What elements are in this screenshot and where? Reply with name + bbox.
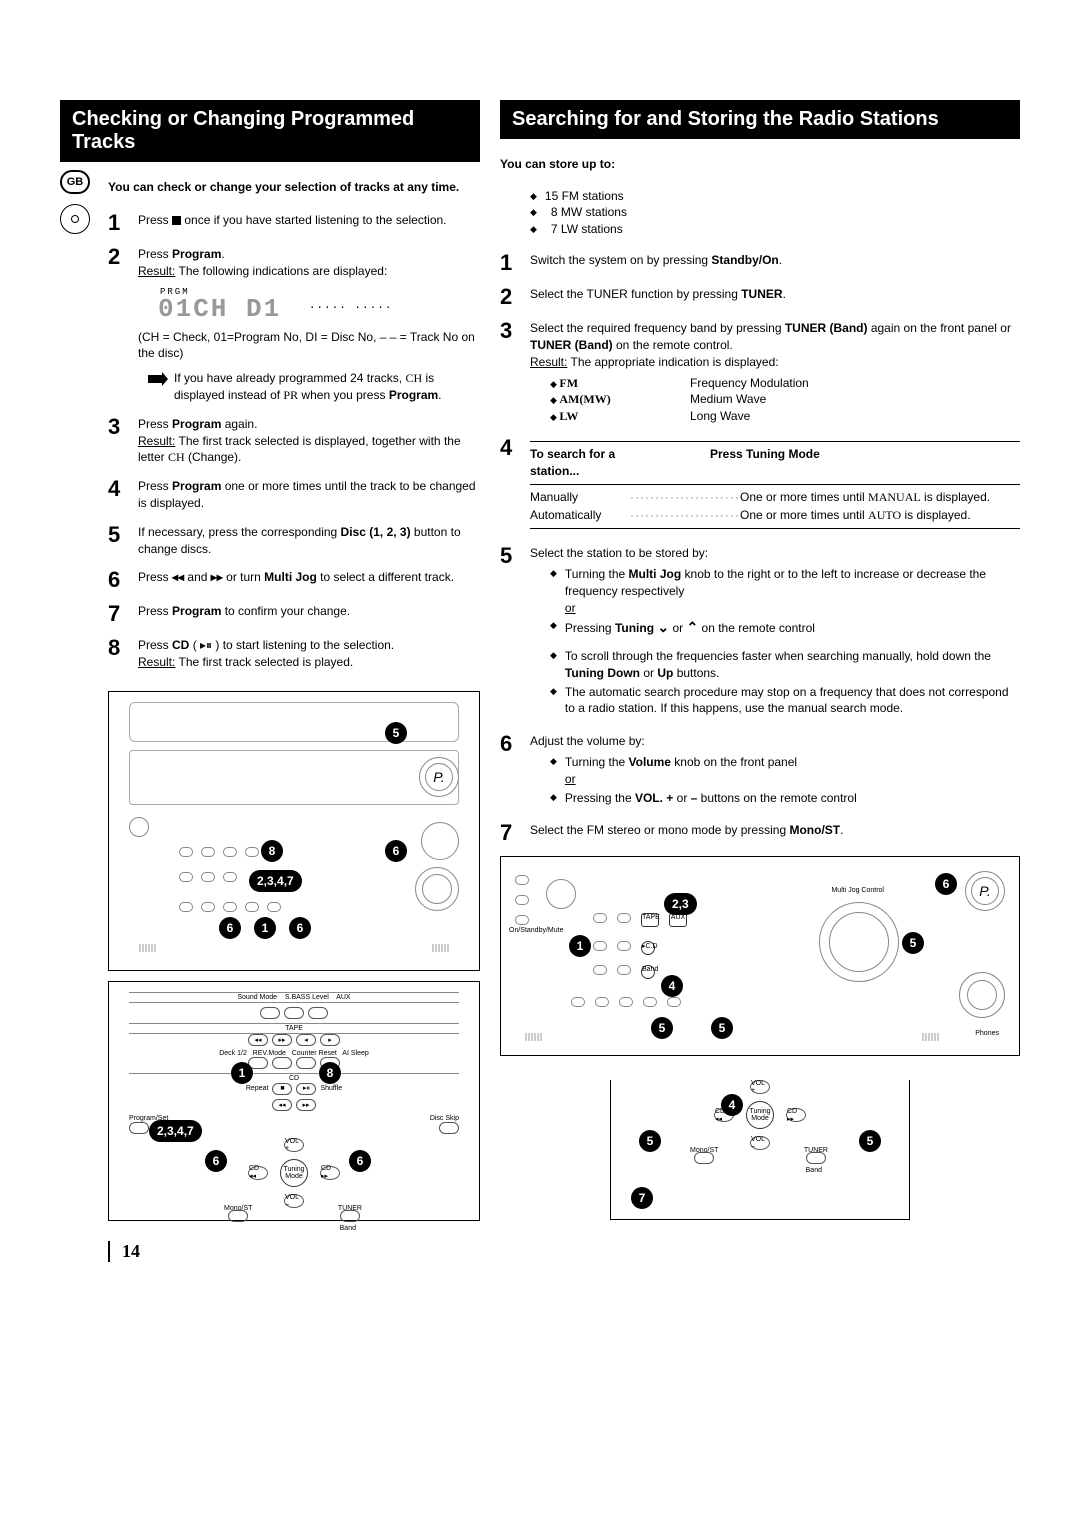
gb-badge: GB [60, 170, 90, 194]
callout: 6 [935, 873, 957, 895]
step-number: 3 [108, 416, 138, 438]
callout: 1 [569, 935, 591, 957]
callout: 5 [859, 1130, 881, 1152]
right-step-1: 1 Switch the system on by pressing Stand… [500, 252, 1020, 274]
callout: 8 [319, 1062, 341, 1084]
right-step-4: 4 To search for astation... Press Tuning… [500, 437, 1020, 533]
left-step-8: 8 Press CD ( ▸⏸ ) to start listening to … [108, 637, 480, 671]
store-item: 15 FM stations [530, 189, 1020, 203]
store-item: 8 MW stations [530, 205, 1020, 219]
frequency-table: FMFrequency Modulation AM(MW)Medium Wave… [530, 375, 1020, 425]
right-remote-illustration: VOL + VOL – CD ◂◂ CD ▸▸ TuningMode Mono/… [610, 1080, 910, 1220]
step-number: 7 [108, 603, 138, 625]
step-number: 4 [108, 478, 138, 500]
right-device-illustration: On/Standby/Mute P. Multi Jog Control Pho… [500, 856, 1020, 1056]
skip-back-icon: ◂◂ [172, 570, 184, 584]
left-section-title: Checking or Changing Programmed Tracks [60, 100, 480, 162]
store-item: 7 LW stations [530, 222, 1020, 236]
step-number: 8 [108, 637, 138, 659]
callout: 5 [902, 932, 924, 954]
callout: 1 [254, 917, 276, 939]
callout: 7 [631, 1187, 653, 1209]
left-intro: You can check or change your selection o… [108, 180, 480, 194]
right-step-5: 5 Select the station to be stored by: Tu… [500, 545, 1020, 721]
search-row: Automatically ························· … [530, 507, 1020, 524]
left-step-4: 4 Press Program one or more times until … [108, 478, 480, 512]
callout: 5 [639, 1130, 661, 1152]
chevron-up-icon: ⌃ [686, 619, 698, 635]
callout: 5 [711, 1017, 733, 1039]
callout: 4 [661, 975, 683, 997]
left-step-7: 7 Press Program to confirm your change. [108, 603, 480, 625]
right-step-2: 2 Select the TUNER function by pressing … [500, 286, 1020, 308]
callout: 5 [385, 722, 407, 744]
result-label: Result: [138, 434, 175, 448]
step-number: 2 [108, 246, 138, 268]
callout: 6 [385, 840, 407, 862]
right-intro: You can store up to: [500, 157, 1020, 171]
search-table-header: To search for astation... Press Tuning M… [530, 446, 1020, 480]
lcd-display: PRGM 01CH D1 ..... ..... [138, 286, 480, 323]
stop-icon [172, 216, 181, 225]
callout: 6 [219, 917, 241, 939]
right-step-3: 3 Select the required frequency band by … [500, 320, 1020, 425]
result-label: Result: [530, 355, 567, 369]
callout: 6 [289, 917, 311, 939]
left-step-6: 6 Press ◂◂ and ▸▸ or turn Multi Jog to s… [108, 569, 480, 591]
callout: 6 [349, 1150, 371, 1172]
callout: 6 [205, 1150, 227, 1172]
device-illustration: P. [108, 691, 480, 971]
callout: 2,3,4,7 [249, 870, 302, 892]
callout: 8 [261, 840, 283, 862]
left-step-3: 3 Press Program again. Result: The first… [108, 416, 480, 466]
step-number: 6 [108, 569, 138, 591]
result-label: Result: [138, 264, 175, 278]
left-step-1: 1 Press once if you have started listeni… [108, 212, 480, 234]
left-step-5: 5 If necessary, press the corresponding … [108, 524, 480, 558]
left-step-2: 2 Press Program. Result: The following i… [108, 246, 480, 404]
callout: 1 [231, 1062, 253, 1084]
right-step-7: 7 Select the FM stereo or mono mode by p… [500, 822, 1020, 844]
callout: 2,3,4,7 [149, 1120, 202, 1142]
disc-icon [60, 204, 90, 234]
callout: 2,3 [664, 893, 697, 915]
step-number: 1 [108, 212, 138, 234]
right-section-title: Searching for and Storing the Radio Stat… [500, 100, 1020, 139]
right-step-6: 6 Adjust the volume by: Turning the Volu… [500, 733, 1020, 810]
skip-forward-icon: ▸▸ [211, 570, 223, 584]
chevron-down-icon: ⌄ [657, 619, 669, 635]
page-number: 14 [108, 1241, 480, 1262]
tuning-control: VOL + VOL – CD ◂◂ CD ▸▸ TuningMode Mono/… [234, 1138, 354, 1208]
remote-illustration: Sound Mode S.BASS Level AUX TAPE ◂◂▸▸◂▸ … [108, 981, 480, 1221]
step-number: 5 [108, 524, 138, 546]
search-row: Manually ···························· On… [530, 489, 1020, 506]
result-label: Result: [138, 655, 175, 669]
callout: 5 [651, 1017, 673, 1039]
tuning-control: VOL + VOL – CD ◂◂ CD ▸▸ TuningMode Mono/… [700, 1080, 820, 1150]
note-arrow: If you have already programmed 24 tracks… [148, 370, 480, 404]
